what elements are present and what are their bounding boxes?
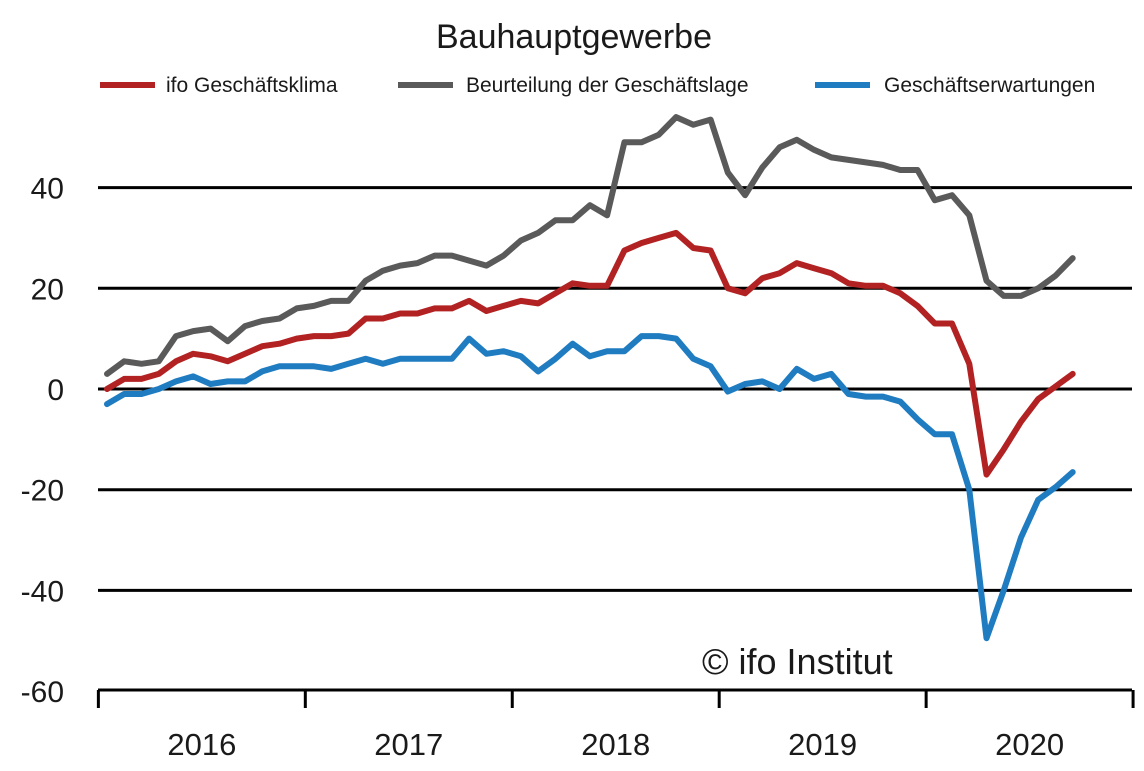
x-tick-label: 2016 bbox=[167, 727, 236, 762]
y-tick-label: 40 bbox=[31, 173, 64, 206]
legend-label-geschaeftsklima: ifo Geschäftsklima bbox=[166, 74, 338, 97]
y-tick-label: -40 bbox=[21, 575, 64, 608]
x-tick-label: 2017 bbox=[374, 727, 443, 762]
y-axis-ticks: 40 20 0 -20 -40 -60 bbox=[21, 173, 64, 709]
y-tick-label: 0 bbox=[47, 374, 64, 407]
gridlines bbox=[98, 186, 1132, 592]
copyright-watermark: © ifo Institut bbox=[702, 641, 893, 682]
series-line-geschaeftsklima bbox=[104, 229, 1076, 478]
series-line-geschaeftserwartungen bbox=[104, 333, 1076, 642]
x-axis: 2016 2017 2018 2019 2020 bbox=[96, 688, 1135, 762]
legend-label-geschaeftslage: Beurteilung der Geschäftslage bbox=[466, 74, 749, 97]
series-lines bbox=[104, 114, 1076, 642]
legend: ifo Geschäftsklima Beurteilung der Gesch… bbox=[100, 74, 1095, 97]
y-tick-label: -20 bbox=[21, 475, 64, 508]
y-tick-label: 20 bbox=[31, 273, 64, 306]
y-tick-label: -60 bbox=[21, 676, 64, 709]
series-line-geschaeftslage bbox=[104, 114, 1076, 377]
x-tick-label: 2019 bbox=[788, 727, 857, 762]
x-tick-label: 2020 bbox=[995, 727, 1064, 762]
chart-title: Bauhauptgewerbe bbox=[436, 18, 712, 56]
x-tick-label: 2018 bbox=[581, 727, 650, 762]
legend-label-geschaeftserwartungen: Geschäftserwartungen bbox=[884, 74, 1095, 97]
